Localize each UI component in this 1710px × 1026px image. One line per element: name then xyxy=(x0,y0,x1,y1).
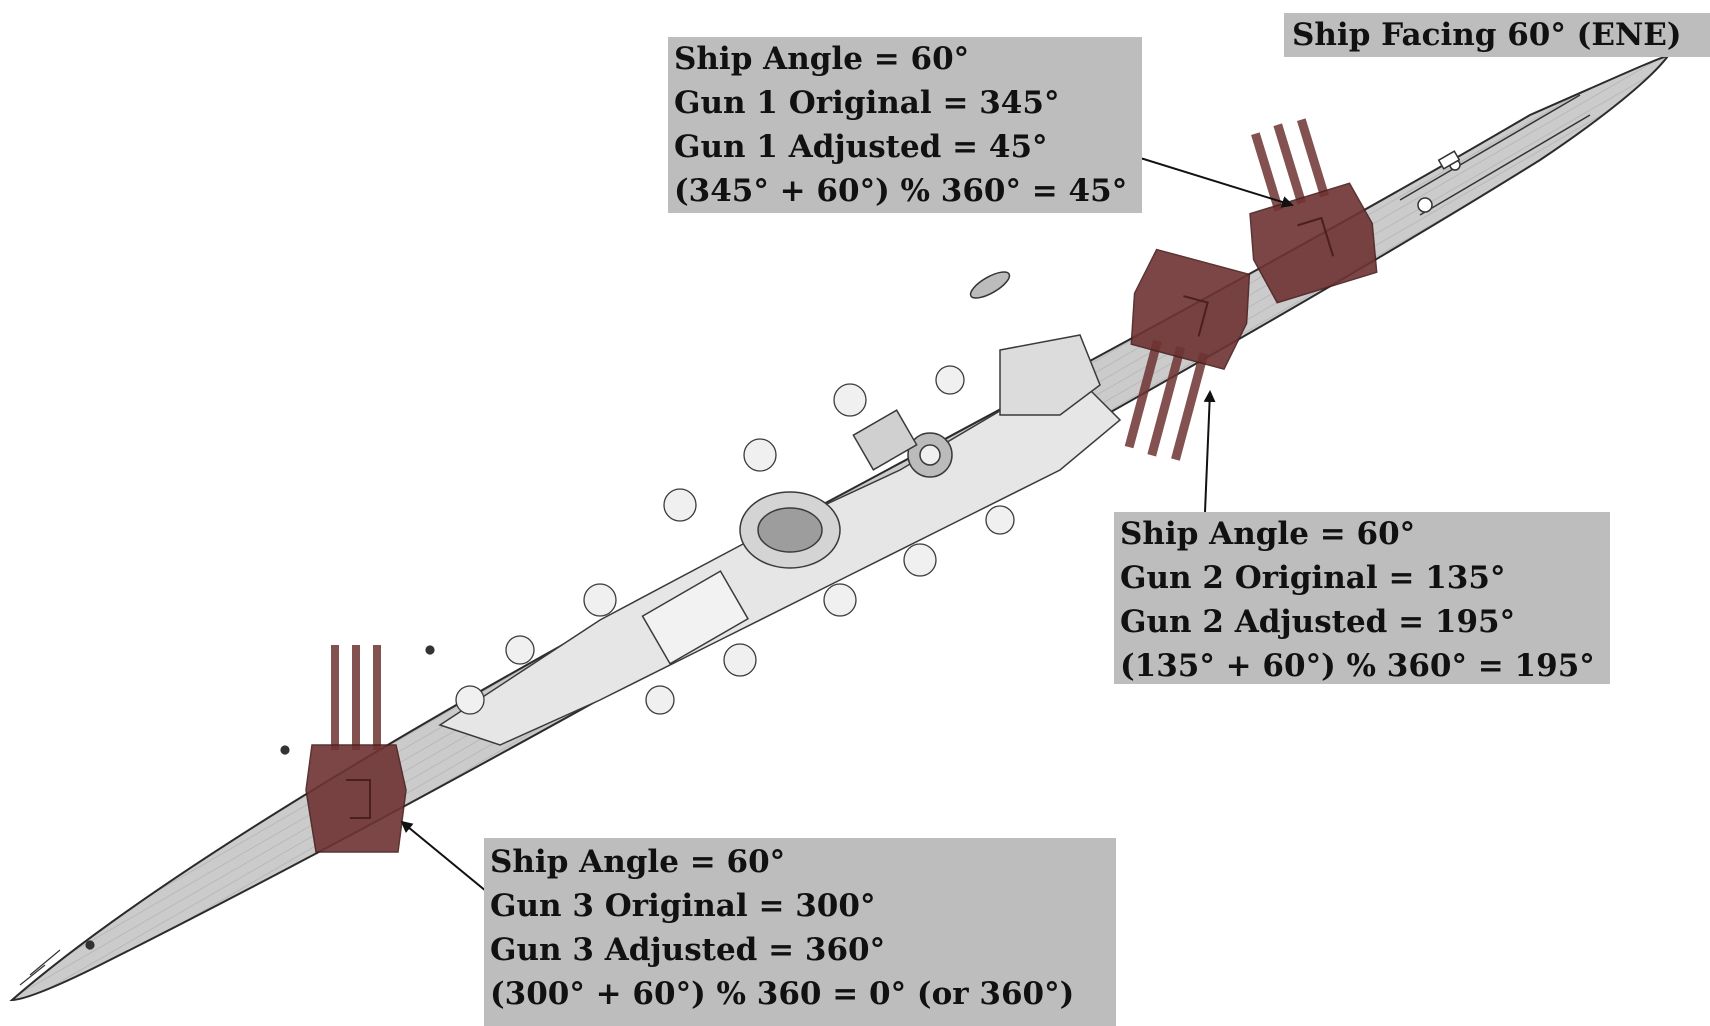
gun-turret-3 xyxy=(305,645,407,853)
bow-fittings xyxy=(969,94,1591,299)
ship-heading-label: Ship Facing 60° (ENE) xyxy=(1284,13,1710,57)
gun-1-ship-angle: Ship Angle = 60° xyxy=(674,41,970,77)
gun-turret-2 xyxy=(1124,248,1251,461)
gun-turret-1 xyxy=(1249,118,1378,304)
gun-2-info-box: Ship Angle = 60° Gun 2 Original = 135° G… xyxy=(1114,512,1610,684)
ship-heading-text: Ship Facing 60° (ENE) xyxy=(1292,17,1682,53)
stern-fittings xyxy=(19,645,435,986)
gun-3-adjusted: Gun 3 Adjusted = 360° xyxy=(490,932,886,968)
gun-2-original: Gun 2 Original = 135° xyxy=(1120,560,1506,596)
gun-1-adjusted: Gun 1 Adjusted = 45° xyxy=(674,129,1048,165)
secondary-mounts xyxy=(455,365,1015,715)
gun-1-formula: (345° + 60°) % 360° = 45° xyxy=(674,173,1128,209)
gun-2-ship-angle: Ship Angle = 60° xyxy=(1120,516,1416,552)
gun-3-ship-angle: Ship Angle = 60° xyxy=(490,844,786,880)
gun-1-info-box: Ship Angle = 60° Gun 1 Original = 345° G… xyxy=(668,37,1142,213)
gun-2-adjusted: Gun 2 Adjusted = 195° xyxy=(1120,604,1516,640)
superstructure xyxy=(438,334,1122,746)
gun-1-original: Gun 1 Original = 345° xyxy=(674,85,1060,121)
gun-3-formula: (300° + 60°) % 360 = 0° (or 360°) xyxy=(490,976,1075,1012)
gun-2-formula: (135° + 60°) % 360° = 195° xyxy=(1120,648,1595,684)
gun-3-original: Gun 3 Original = 300° xyxy=(490,888,876,924)
arrow-gun-3 xyxy=(400,820,493,897)
gun-3-info-box: Ship Angle = 60° Gun 3 Original = 300° G… xyxy=(484,838,1116,1026)
